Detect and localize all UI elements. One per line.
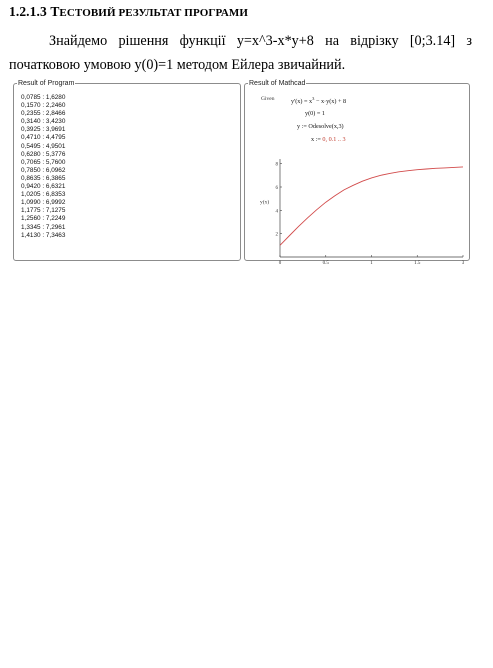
y-tick-label: 6 bbox=[276, 186, 279, 191]
ode-exponent: 3 bbox=[312, 96, 315, 101]
program-result-row: 0,6280 : 5,3776 bbox=[21, 150, 66, 158]
program-result-row: 0,7850 : 6,0962 bbox=[21, 166, 66, 174]
program-result-row: 0,3140 : 3,4230 bbox=[21, 118, 66, 126]
program-result-list[interactable]: 0,0785 : 1,6280 0,1570 : 2,2460 0,2355 : 2… bbox=[21, 94, 236, 258]
paragraph-line-2: початковою умовою y(0)=1 методом Ейлера … bbox=[9, 57, 346, 73]
heading-rest: ЕСТОВИЙ РЕЗУЛЬТАТ ПРОГРАМИ bbox=[59, 7, 249, 19]
mathcad-odesolve: y := Odesolve(x,3) bbox=[297, 123, 344, 130]
mathcad-result-panel: Result of Mathcad Given y'(x) = x3 − x·y… bbox=[244, 80, 470, 266]
y-axis-label: y(x) bbox=[260, 198, 269, 205]
x-tick-label: 1 bbox=[370, 261, 373, 266]
program-result-row: 0,3925 : 3,9691 bbox=[21, 126, 66, 134]
program-result-row: 1,0990 : 6,9992 bbox=[21, 199, 66, 207]
program-result-row: 0,8635 : 6,3865 bbox=[21, 174, 66, 182]
program-result-row: 1,3345 : 7,2961 bbox=[21, 223, 66, 231]
program-result-row: 0,9420 : 6,6321 bbox=[21, 183, 66, 191]
heading-first-letter: Т bbox=[50, 4, 60, 19]
ode-lhs: y'(x) = x bbox=[291, 98, 313, 106]
y-tick-label: 4 bbox=[276, 209, 279, 214]
x-range-value: 0, 0.1 .. 3 bbox=[322, 136, 346, 143]
program-result-panel: Result of Program 0,0785 : 1,6280 0,1570 … bbox=[13, 80, 241, 261]
y-tick-label: 2 bbox=[276, 233, 279, 238]
ode-rhs: − x·y(x) + 8 bbox=[314, 98, 347, 106]
paragraph-line-1: Знайдемо рішення функції y=x^3-x*y+8 на … bbox=[49, 33, 472, 49]
solution-curve bbox=[279, 166, 464, 246]
x-range-lhs: x := bbox=[311, 136, 323, 143]
x-tick-label: 3 bbox=[462, 261, 465, 266]
mathcad-x-range: x := 0, 0.1 .. 3 bbox=[311, 136, 346, 143]
program-result-row: 1,2560 : 7,2249 bbox=[21, 215, 66, 223]
mathcad-given-label: Given bbox=[261, 96, 275, 102]
mathcad-initial-condition: y(0) = 1 bbox=[305, 110, 325, 117]
x-tick-label: 0.5 bbox=[323, 261, 330, 266]
program-result-row: 0,4710 : 4,4795 bbox=[21, 134, 66, 142]
section-number: 1.2.1.3 bbox=[9, 4, 47, 19]
program-result-row: 0,0785 : 1,6280 bbox=[21, 94, 66, 101]
mathcad-panel-title: Result of Mathcad bbox=[249, 80, 306, 87]
program-result-row: 1,0205 : 6,8353 bbox=[21, 191, 66, 199]
mathcad-ode-equation: y'(x) = x3 − x·y(x) + 8 bbox=[291, 96, 346, 105]
program-panel-title: Result of Program bbox=[18, 80, 75, 87]
x-tick-label: 1.5 bbox=[414, 261, 421, 266]
body-paragraph: Знайдемо рішення функції y=x^3-x*y+8 на … bbox=[9, 29, 472, 77]
program-result-row: 0,1570 : 2,2460 bbox=[21, 102, 66, 110]
program-result-row: 0,7065 : 5,7600 bbox=[21, 158, 66, 166]
program-result-row: 0,2355 : 2,8466 bbox=[21, 110, 66, 118]
section-heading: 1.2.1.3 ТЕСТОВИЙ РЕЗУЛЬТАТ ПРОГРАМИ bbox=[9, 4, 248, 20]
program-result-row: 0,5495 : 4,9501 bbox=[21, 142, 66, 150]
x-tick-label: 0 bbox=[279, 261, 282, 266]
y-tick-label: 8 bbox=[276, 163, 279, 168]
program-result-row: 1,4130 : 7,3463 bbox=[21, 231, 66, 239]
program-result-row: 1,1775 : 7,1275 bbox=[21, 207, 66, 215]
